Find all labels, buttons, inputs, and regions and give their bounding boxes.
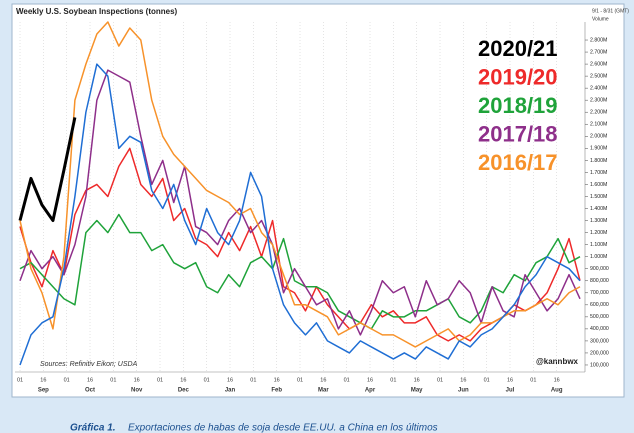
x-tick-label: 01 xyxy=(390,377,396,383)
y-tick-label: 400,000 xyxy=(590,326,609,332)
x-tick-label: 01 xyxy=(64,377,70,383)
x-tick-label: 01 xyxy=(17,377,23,383)
month-label: Jun xyxy=(458,388,469,394)
y-tick-label: 1.500M xyxy=(590,194,607,200)
x-tick-label: 01 xyxy=(110,377,116,383)
source: Sources: Refinitiv Eikon; USDA xyxy=(40,361,138,368)
series-line xyxy=(19,213,581,330)
y-tick-label: 2.300M xyxy=(590,98,607,104)
y-tick-label: 1.600M xyxy=(590,182,607,188)
y-tick-label: 2.400M xyxy=(590,86,607,92)
legend-entry: 2017/18 xyxy=(478,121,558,146)
x-tick-label: 01 xyxy=(437,377,443,383)
x-tick-label: 16 xyxy=(367,377,373,383)
month-label: Dec xyxy=(178,388,190,394)
month-label: Apr xyxy=(365,388,376,394)
y-tick-label: 2.100M xyxy=(590,122,607,128)
y-tick-label: 200,000 xyxy=(590,350,609,356)
x-tick-label: 01 xyxy=(250,377,256,383)
x-tick-label: 16 xyxy=(320,377,326,383)
x-tick-label: 16 xyxy=(134,377,140,383)
series-line xyxy=(19,147,581,342)
y-tick-label: 300,000 xyxy=(590,338,609,344)
caption-label: Gráfica 1. xyxy=(70,423,116,433)
series-line xyxy=(19,21,581,348)
y-tick-label: 1.800M xyxy=(590,158,607,164)
y-tick-label: 1.900M xyxy=(590,146,607,152)
legend-entry: 2016/17 xyxy=(478,150,558,175)
y-tick-label: 800,000 xyxy=(590,278,609,284)
x-tick-label: 01 xyxy=(530,377,536,383)
legend-entry: 2018/19 xyxy=(478,93,558,118)
x-tick-label: 16 xyxy=(507,377,513,383)
y-tick-label: 2.600M xyxy=(590,61,607,67)
y-tick-label: 1.400M xyxy=(590,206,607,212)
x-tick-label: 16 xyxy=(87,377,93,383)
x-tick-label: 16 xyxy=(40,377,46,383)
month-label: Jan xyxy=(225,388,236,394)
y-tick-label: 500,000 xyxy=(590,314,609,320)
series-line xyxy=(19,63,581,366)
y-tick-label: 2.000M xyxy=(590,134,607,140)
y-tick-label: 1.200M xyxy=(590,230,607,236)
y-tick-label: 2.500M xyxy=(590,74,607,80)
y-tick-label: 2.200M xyxy=(590,110,607,116)
x-tick-label: 16 xyxy=(274,377,280,383)
x-tick-label: 16 xyxy=(227,377,233,383)
credit: @kannbwx xyxy=(536,357,579,366)
y-tick-label: 1.000M xyxy=(590,254,607,260)
caption: Exportaciones de habas de soja desde EE.… xyxy=(128,423,438,433)
series-line xyxy=(19,69,581,336)
chart-title: Weekly U.S. Soybean Inspections (tonnes) xyxy=(16,7,178,16)
legend-entry: 2020/21 xyxy=(478,36,558,61)
y-tick-label: 1.700M xyxy=(590,170,607,176)
x-tick-label: 01 xyxy=(204,377,210,383)
month-label: Nov xyxy=(131,388,143,394)
month-label: Jul xyxy=(506,388,515,394)
y-tick-label: 1.300M xyxy=(590,218,607,224)
series-line xyxy=(18,117,77,223)
x-tick-label: 16 xyxy=(414,377,420,383)
month-label: Feb xyxy=(271,388,282,394)
date-range: 9/1 - 8/31 (GMT) xyxy=(592,8,629,14)
month-label: Mar xyxy=(318,388,329,394)
month-label: Sep xyxy=(38,388,49,394)
y-tick-label: 100,000 xyxy=(590,362,609,368)
y-tick-label: 1.100M xyxy=(590,242,607,248)
month-label: May xyxy=(411,388,423,394)
month-label: Oct xyxy=(85,388,95,394)
x-tick-label: 01 xyxy=(344,377,350,383)
x-tick-label: 16 xyxy=(554,377,560,383)
y-tick-label: 2.800M xyxy=(590,37,607,43)
x-tick-label: 01 xyxy=(157,377,163,383)
y-tick-label: 2.700M xyxy=(590,49,607,55)
x-tick-label: 01 xyxy=(484,377,490,383)
y-tick-label: 700,000 xyxy=(590,290,609,296)
x-tick-label: 16 xyxy=(460,377,466,383)
legend-entry: 2019/20 xyxy=(478,64,558,89)
month-label: Aug xyxy=(551,388,563,394)
y-tick-label: 600,000 xyxy=(590,302,609,308)
x-tick-label: 16 xyxy=(180,377,186,383)
chart-frame xyxy=(11,3,625,398)
x-tick-label: 01 xyxy=(297,377,303,383)
y-tick-label: 900,000 xyxy=(590,266,609,272)
axis-label: Volume xyxy=(592,16,609,22)
